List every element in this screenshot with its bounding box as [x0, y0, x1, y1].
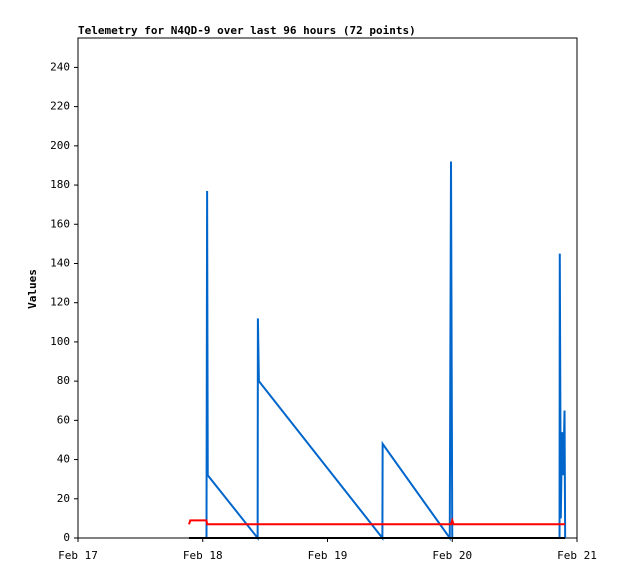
x-tick-label: Feb 21	[557, 549, 597, 562]
series-line	[188, 517, 566, 526]
y-tick-label: 80	[57, 374, 70, 387]
y-tick-label: 240	[50, 60, 70, 73]
y-tick-label: 140	[50, 256, 70, 269]
y-tick-label: 40	[57, 453, 70, 466]
y-axis-label: Values	[26, 269, 39, 309]
chart-title: Telemetry for N4QD-9 over last 96 hours …	[78, 24, 416, 37]
y-tick-label: 120	[50, 296, 70, 309]
x-tick-label: Feb 18	[183, 549, 223, 562]
y-tick-label: 60	[57, 413, 70, 426]
y-tick-label: 200	[50, 139, 70, 152]
y-tick-label: 20	[57, 492, 70, 505]
x-tick-label: Feb 17	[58, 549, 98, 562]
y-tick-label: 180	[50, 178, 70, 191]
y-tick-label: 160	[50, 217, 70, 230]
y-tick-label: 220	[50, 100, 70, 113]
series-line	[205, 161, 567, 542]
y-tick-label: 0	[63, 531, 70, 544]
x-tick-label: Feb 19	[308, 549, 348, 562]
x-tick-label: Feb 20	[432, 549, 472, 562]
y-tick-label: 100	[50, 335, 70, 348]
